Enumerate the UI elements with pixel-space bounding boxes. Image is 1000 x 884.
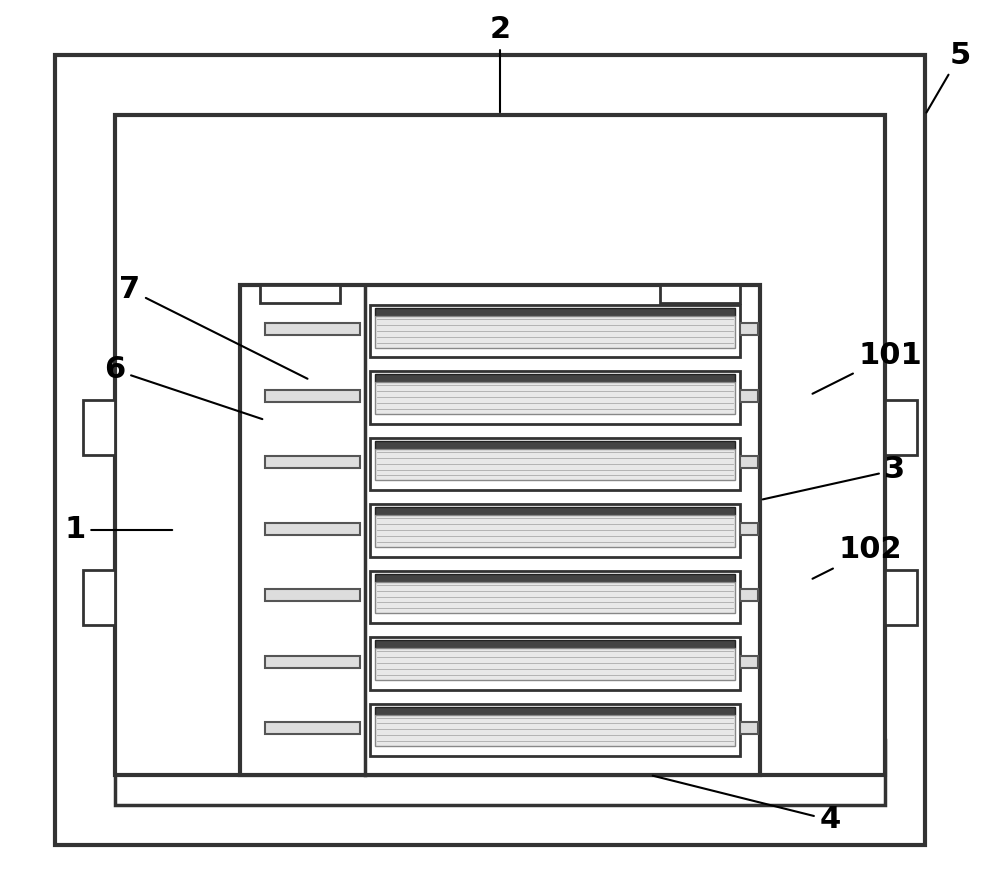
Bar [370,704,740,756]
Bar [265,390,360,402]
Bar [375,375,735,383]
Bar [740,589,758,601]
Bar [265,456,360,469]
Bar [265,589,360,601]
Bar [740,390,758,402]
Bar [55,55,925,845]
Bar [375,507,735,515]
Text: 7: 7 [119,276,308,378]
Bar [260,285,340,303]
Bar [740,722,758,734]
Bar [740,522,758,535]
Bar [240,285,760,775]
Bar [115,740,885,805]
Bar [660,285,740,303]
Bar [375,706,735,714]
Bar [375,515,735,547]
Bar [83,400,115,455]
Bar [885,570,917,625]
Bar [375,714,735,746]
Bar [265,722,360,734]
Bar [740,656,758,667]
Text: 1: 1 [64,515,172,545]
Bar [375,316,735,347]
Text: 2: 2 [489,16,511,112]
Bar [885,400,917,455]
Bar [375,640,735,648]
Bar [375,449,735,480]
Bar [375,574,735,582]
Bar [740,324,758,335]
Bar [115,115,885,775]
Bar [740,456,758,469]
Bar [375,441,735,449]
Text: 6: 6 [104,355,262,419]
Text: 3: 3 [763,455,906,499]
Bar [375,648,735,680]
Bar [375,582,735,613]
Text: 102: 102 [812,536,902,579]
Bar [265,522,360,535]
Bar [375,308,735,316]
Text: 5: 5 [926,41,971,112]
Bar [370,371,740,424]
Text: 4: 4 [653,775,841,834]
Bar [83,570,115,625]
Bar [370,504,740,557]
Bar [370,571,740,623]
Bar [265,656,360,667]
Bar [370,305,740,357]
Text: 101: 101 [812,340,922,393]
Bar [375,383,735,414]
Bar [265,324,360,335]
Bar [370,438,740,491]
Bar [370,637,740,690]
